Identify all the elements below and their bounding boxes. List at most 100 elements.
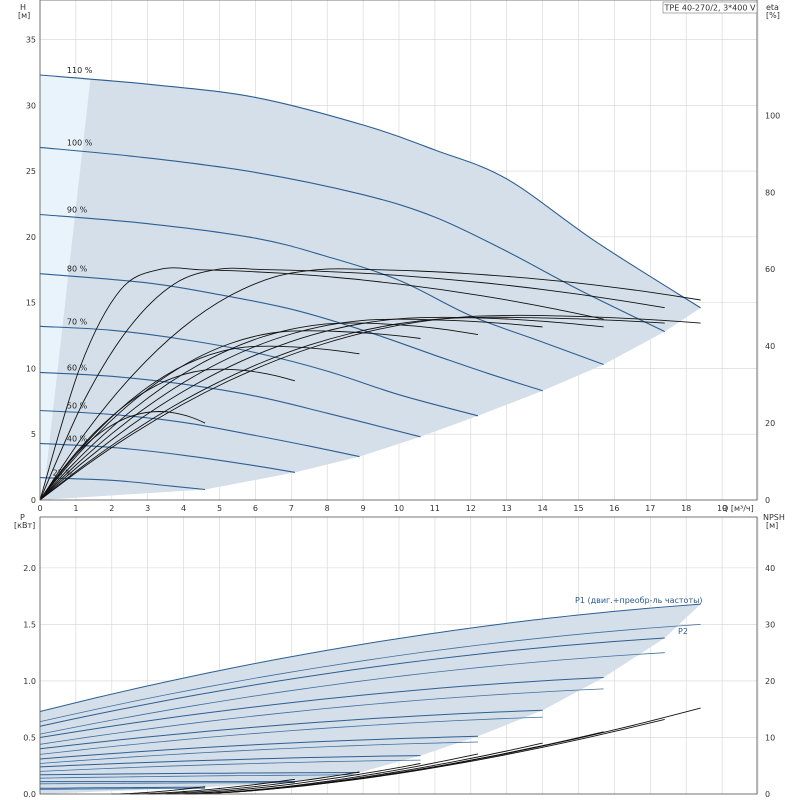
top-y-tick-label: 20 [26,233,36,242]
speed-curve [39,213,604,366]
efficiency-curve [39,268,701,501]
top-y-tick-label: 15 [26,299,36,308]
top-x-tick-label: 9 [361,504,366,513]
top-x-tick-label: 15 [573,504,583,513]
bottom-plot-frame [39,516,758,795]
bottom-y-tick-label: 2.0 [23,564,36,573]
npsh-curve [147,771,360,795]
top-y2-tick-label: 60 [765,265,775,274]
speed-curve [39,146,665,333]
top-xlabel: Q [м³/ч] [722,504,754,513]
p1-power-curve [39,709,543,750]
p2-power-curve [39,716,543,755]
speed-curve-label: 70 % [67,317,88,326]
efficiency-curve [39,316,604,501]
speed-curve-label: 50 % [67,402,88,411]
p2-power-curve [39,652,665,735]
npsh-curve [165,763,421,795]
top-y-tick-label: 30 [26,101,36,110]
npsh-curve [129,778,295,795]
p1-power-curve [39,603,701,712]
bottom-y-tick-label: 0.5 [23,733,36,742]
top-x-tick-label: 6 [253,504,258,513]
bottom-y2-tick-label: 0 [765,790,770,799]
bottom-y2-tick-label: 20 [765,677,775,686]
p2-power-curve [39,688,604,745]
top-ylabel: H [20,3,26,12]
top-plot-frame [39,0,758,501]
speed-curve-label: 25 % [53,469,74,478]
p2-power-curve [39,741,479,764]
p2-power-curve [39,787,206,790]
top-x-tick-label: 13 [502,504,512,513]
speed-curve-label: 60 % [67,363,88,372]
speed-curve [39,477,206,491]
top-x-tick-label: 1 [73,504,78,513]
bottom-y-tick-label: 0.0 [23,790,36,799]
bottom-ylabel: P [20,513,25,522]
speed-curve [39,74,701,309]
p2-power-curve [39,774,360,779]
efficiency-curve [39,267,604,501]
efficiency-curve [39,318,543,501]
top-x-tick-label: 17 [645,504,655,513]
top-y-tick-label: 10 [26,364,36,373]
top-x-tick-label: 3 [145,504,150,513]
p1-power-curve [39,772,360,776]
top-x-tick-label: 0 [37,504,42,513]
speed-curve-label: 80 % [67,265,88,274]
top-x-tick-label: 5 [217,504,222,513]
bottom-y-tick-label: 1.5 [23,620,36,629]
efficiency-curve [39,322,479,501]
speed-curve [39,273,543,392]
top-x-tick-label: 19 [717,504,727,513]
p1-power-curve [39,637,665,727]
efficiency-curve [39,316,665,501]
efficiency-curve [39,267,665,501]
low-flow-region-fill [40,75,91,500]
npsh-curve [183,753,479,795]
top-x-tick-label: 10 [394,504,404,513]
efficiency-curve [39,330,421,501]
pump-title: TPE 40-270/2, 3*400 V [664,4,756,13]
bottom-ylabel-unit: [кВт] [14,521,35,530]
p1-power-curve [39,786,206,789]
top-x-tick-label: 14 [538,504,548,513]
p1-legend-label: P1 (двиг.+преобр-ль частоты) [575,596,703,605]
title-box: TPE 40-270/2, 3*400 V [662,1,758,14]
top-y2label-unit: [%] [766,11,780,20]
top-x-tick-label: 16 [609,504,619,513]
speed-curve [39,325,479,417]
top-y2-tick-label: 20 [765,419,775,428]
p2-power-curve [39,624,701,722]
top-y2-tick-label: 100 [765,111,780,120]
top-y2label: eta [766,3,779,12]
efficiency-curve [39,368,296,501]
p2-power-curve [39,782,295,785]
top-x-tick-label: 11 [430,504,440,513]
top-y2-tick-label: 40 [765,342,775,351]
p1-power-curve [39,755,421,768]
speed-curve-label: 100 % [67,138,93,147]
efficiency-curve [39,345,360,501]
p2-legend-label: P2 [678,627,688,636]
bottom-y2-tick-label: 30 [765,620,775,629]
bottom-y2label: NPSH [763,513,785,522]
speed-curve-label: 110 % [67,66,93,75]
bottom-y2-tick-label: 40 [765,564,775,573]
top-x-tick-label: 8 [325,504,330,513]
speed-curve [39,409,360,458]
top-y-tick-label: 5 [31,430,36,439]
power-range-fill [40,604,701,794]
top-y-tick-label: 25 [26,167,36,176]
speed-curve [39,442,295,473]
top-ylabel-unit: [м] [18,11,30,20]
bottom-y-tick-label: 1.0 [23,677,36,686]
bottom-y2label-unit: [м] [766,521,778,530]
top-y2-tick-label: 0 [765,496,770,505]
speed-curve-label: 40 % [67,434,88,443]
p1-power-curve [39,735,479,760]
bottom-y2-tick-label: 10 [765,733,775,742]
